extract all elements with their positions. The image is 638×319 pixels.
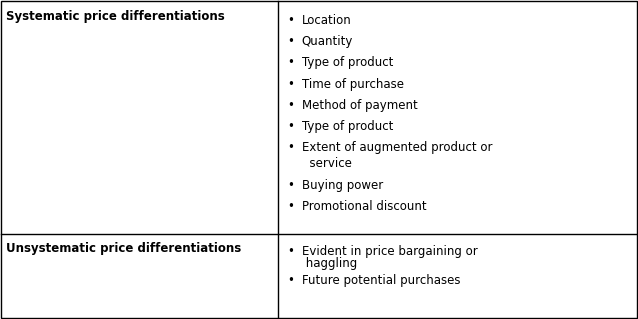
Text: Buying power: Buying power <box>302 179 383 191</box>
Text: •: • <box>288 14 294 26</box>
Text: service: service <box>302 157 352 170</box>
Text: Type of product: Type of product <box>302 56 393 69</box>
Text: Promotional discount: Promotional discount <box>302 200 426 213</box>
Text: •: • <box>288 200 294 213</box>
Text: Extent of augmented product or: Extent of augmented product or <box>302 142 492 154</box>
Text: Time of purchase: Time of purchase <box>302 78 403 91</box>
Text: •: • <box>288 274 294 287</box>
Text: Future potential purchases: Future potential purchases <box>302 274 460 287</box>
Text: Quantity: Quantity <box>302 35 353 48</box>
Text: •: • <box>288 120 294 133</box>
Text: haggling: haggling <box>302 257 357 270</box>
Text: •: • <box>288 142 294 154</box>
Text: •: • <box>288 35 294 48</box>
Text: Type of product: Type of product <box>302 120 393 133</box>
Text: Unsystematic price differentiations: Unsystematic price differentiations <box>6 242 241 256</box>
Text: Location: Location <box>302 14 352 26</box>
Text: Method of payment: Method of payment <box>302 99 417 112</box>
Text: •: • <box>288 179 294 191</box>
Text: Evident in price bargaining or: Evident in price bargaining or <box>302 245 477 258</box>
Text: •: • <box>288 245 294 258</box>
Text: •: • <box>288 78 294 91</box>
Text: •: • <box>288 99 294 112</box>
Text: •: • <box>288 56 294 69</box>
Text: Systematic price differentiations: Systematic price differentiations <box>6 10 225 23</box>
